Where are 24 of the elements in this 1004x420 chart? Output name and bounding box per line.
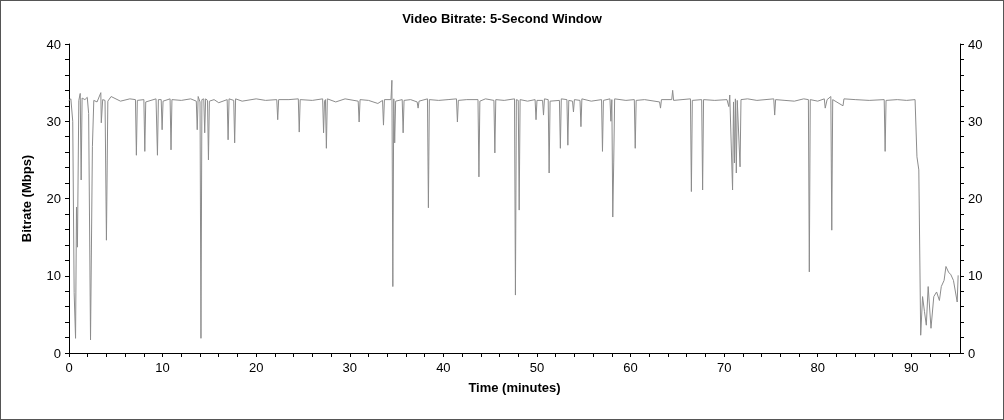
line-series (68, 79, 959, 341)
chart-title: Video Bitrate: 5-Second Window (402, 11, 603, 26)
x-tick-label: 60 (623, 360, 638, 375)
x-tick-label: 20 (248, 360, 264, 375)
y-tick-label: 10 (46, 268, 61, 284)
y-tick-label: 40 (46, 36, 61, 52)
x-tick-label: 70 (716, 360, 732, 375)
y2-tick-label: 10 (968, 268, 983, 284)
x-tick-label: 0 (65, 360, 73, 375)
y-tick-label: 0 (53, 345, 61, 361)
y2-tick-label: 0 (968, 345, 976, 361)
x-axis-title: Time (minutes) (468, 380, 561, 395)
y2-tick-label: 40 (968, 36, 983, 52)
y2-tick-label: 30 (968, 113, 983, 129)
x-tick-label: 10 (155, 360, 170, 375)
x-tick-label: 40 (436, 360, 451, 375)
x-tick-label: 80 (810, 360, 825, 375)
x-tick-label: 50 (529, 360, 545, 375)
y-axis-title: Bitrate (Mbps) (19, 154, 34, 243)
y2-tick-label: 20 (968, 191, 983, 206)
x-tick-label: 90 (904, 360, 919, 375)
y-tick-label: 20 (46, 191, 61, 206)
x-tick-label: 30 (342, 360, 358, 375)
y-tick-label: 30 (46, 113, 61, 129)
